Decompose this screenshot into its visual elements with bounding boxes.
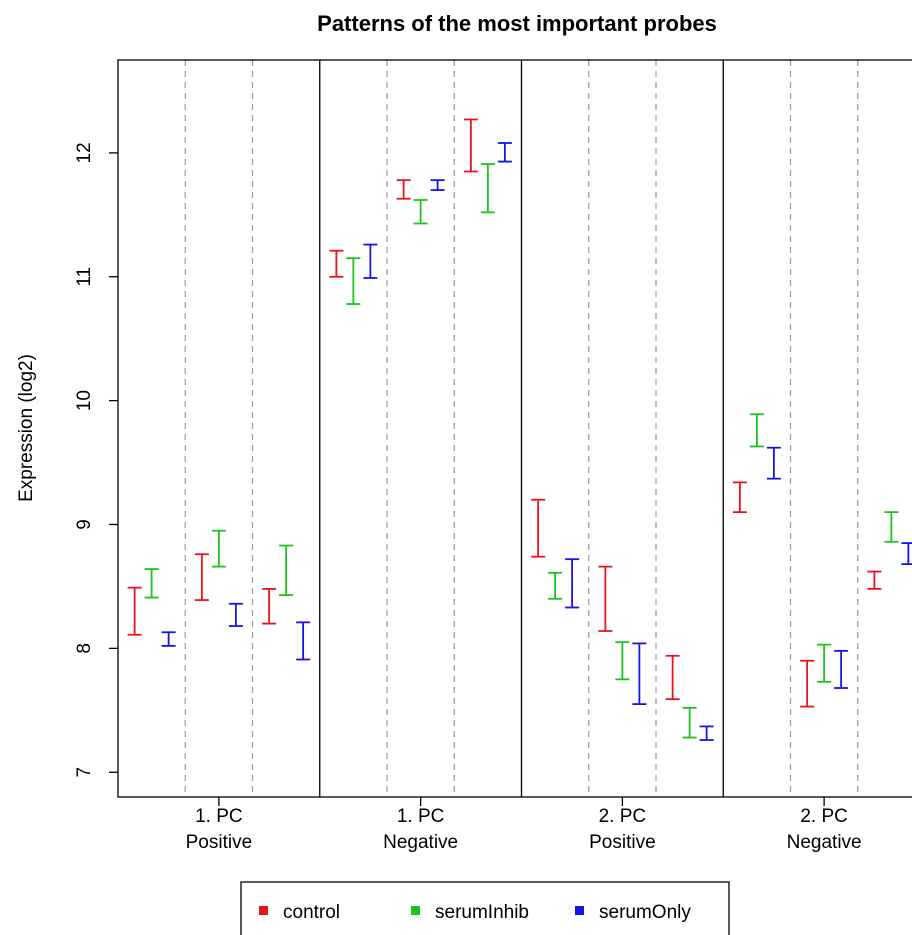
- chart-title: Patterns of the most important probes: [317, 11, 717, 36]
- legend: control serumInhib serumOnly: [240, 881, 730, 935]
- x-tick-label-line2: Positive: [186, 832, 253, 853]
- error-bar-serumInhib: [279, 544, 294, 596]
- legend-item-serumOnly: serumOnly: [575, 902, 691, 923]
- y-tick-label: 11: [74, 267, 95, 287]
- error-bar-serumOnly: [363, 243, 378, 279]
- x-tick-label-line1: 1. PC: [195, 806, 243, 827]
- error-bar-serumInhib: [144, 568, 159, 599]
- error-bar-serumInhib: [211, 529, 226, 568]
- error-bar-control: [800, 659, 815, 708]
- error-bar-control: [531, 498, 546, 558]
- error-bar-serumOnly: [834, 649, 849, 689]
- legend-item-control: control: [259, 902, 340, 923]
- legend-label: control: [283, 902, 340, 923]
- error-bar-control: [867, 570, 882, 590]
- legend-label: serumInhib: [435, 902, 529, 923]
- error-bar-serumInhib: [749, 413, 764, 448]
- error-bar-serumInhib: [817, 643, 832, 683]
- y-tick-label: 12: [74, 142, 95, 163]
- error-bar-serumOnly: [699, 725, 714, 741]
- error-bar-control: [396, 179, 411, 200]
- y-tick-label: 10: [74, 390, 95, 411]
- error-bar-serumInhib: [682, 706, 697, 739]
- error-bar-serumInhib: [615, 641, 630, 681]
- y-tick-label: 9: [74, 519, 95, 530]
- legend-swatch: [575, 906, 584, 915]
- error-bar-control: [463, 118, 478, 173]
- y-axis: 7 8 9 10 11 12: [74, 142, 118, 778]
- error-bar-serumOnly: [228, 602, 243, 627]
- error-bar-serumOnly: [901, 542, 912, 566]
- x-tick-label-line2: Negative: [383, 832, 458, 853]
- error-bar-control: [262, 588, 277, 625]
- legend-box: [240, 881, 730, 935]
- error-bar-control: [598, 565, 613, 632]
- error-bar-control: [665, 654, 680, 701]
- x-tick-label-line2: Positive: [589, 832, 656, 853]
- plot-area: [117, 59, 912, 798]
- error-bar-serumOnly: [565, 558, 580, 609]
- y-axis-label: Expression (log2): [16, 354, 37, 502]
- error-bar-serumInhib: [480, 163, 495, 214]
- error-bar-serumInhib: [884, 511, 899, 543]
- legend-label: serumOnly: [599, 902, 691, 923]
- error-bar-serumOnly: [766, 446, 781, 480]
- x-tick-label-line1: 1. PC: [397, 806, 445, 827]
- error-bar-serumOnly: [632, 642, 647, 706]
- y-tick-label: 7: [74, 767, 95, 778]
- x-axis: 1. PC Positive 1. PC Negative 2. PC Positive 2…: [186, 797, 862, 853]
- x-tick-label-line1: 2. PC: [599, 806, 647, 827]
- error-bar-serumInhib: [413, 199, 428, 225]
- x-tick-label-line2: Negative: [787, 832, 862, 853]
- error-bar-control: [732, 481, 747, 514]
- legend-swatch: [411, 906, 420, 915]
- error-bar-control: [194, 553, 209, 601]
- error-bar-serumOnly: [161, 631, 176, 647]
- error-bar-serumOnly: [296, 621, 311, 661]
- error-bar-serumOnly: [497, 142, 512, 163]
- plot-frame: [117, 59, 912, 798]
- legend-swatch: [259, 906, 268, 915]
- error-bar-serumOnly: [430, 179, 445, 191]
- error-bar-serumInhib: [548, 571, 563, 600]
- error-bar-control: [329, 249, 344, 278]
- legend-item-serumInhib: serumInhib: [411, 902, 529, 923]
- x-tick-label-line1: 2. PC: [800, 806, 848, 827]
- error-bar-serumInhib: [346, 257, 361, 305]
- error-bar-control: [127, 586, 142, 636]
- y-tick-label: 8: [74, 643, 95, 654]
